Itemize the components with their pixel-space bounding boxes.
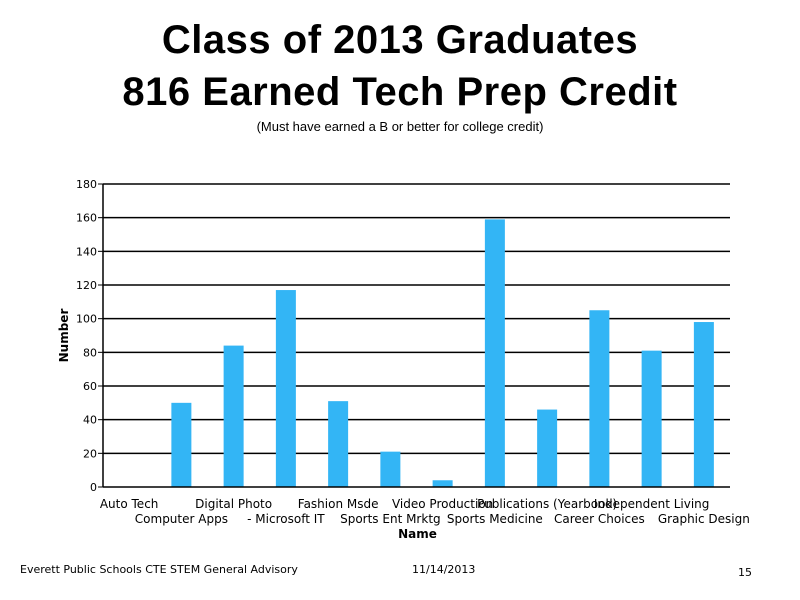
y-tick-label: 40 xyxy=(83,414,97,427)
y-tick-label: 140 xyxy=(76,245,97,258)
x-tick-label: Career Choices xyxy=(554,512,645,526)
bar xyxy=(484,219,505,487)
title-line-2: 816 Earned Tech Prep Credit xyxy=(122,70,678,114)
x-tick-label: Digital Photo xyxy=(195,497,272,511)
footer-date: 11/14/2013 xyxy=(412,563,476,576)
y-tick-label: 120 xyxy=(76,279,97,292)
y-axis-title: Number xyxy=(57,309,71,363)
bar xyxy=(589,310,610,487)
y-tick-label: 60 xyxy=(83,380,97,393)
x-tick-label: Publications (Yearbook) xyxy=(477,497,617,511)
bar xyxy=(328,401,349,487)
x-tick-label: Auto Tech xyxy=(100,497,159,511)
title-line-1: Class of 2013 Graduates xyxy=(161,18,639,62)
x-tick-label: Fashion Msde xyxy=(298,497,379,511)
bar xyxy=(380,451,401,487)
subtitle: (Must have earned a B or better for coll… xyxy=(256,119,544,134)
x-tick-label: - Microsoft IT xyxy=(247,512,325,526)
bar xyxy=(641,350,662,487)
y-tick-label: 80 xyxy=(83,346,97,359)
x-axis-title: Name xyxy=(398,527,437,541)
bar xyxy=(537,409,558,487)
y-tick-label: 100 xyxy=(76,313,97,326)
x-tick-label: Sports Ent Mrktg xyxy=(340,512,441,526)
y-tick-label: 160 xyxy=(76,212,97,225)
bar xyxy=(171,402,192,487)
page-number: 15 xyxy=(738,566,752,579)
x-tick-label: Independent Living xyxy=(594,497,710,511)
y-tick-label: 20 xyxy=(83,447,97,460)
bar xyxy=(693,322,714,487)
y-tick-label: 0 xyxy=(90,481,97,494)
bar xyxy=(223,345,244,487)
bar xyxy=(432,480,453,487)
x-tick-label: Computer Apps xyxy=(135,512,228,526)
footer-organization: Everett Public Schools CTE STEM General … xyxy=(20,563,298,576)
x-tick-label: Sports Medicine xyxy=(447,512,543,526)
bar xyxy=(275,290,296,487)
x-tick-label: Graphic Design xyxy=(658,512,750,526)
x-tick-label: Video Production xyxy=(392,497,493,511)
y-tick-label: 180 xyxy=(76,178,97,191)
